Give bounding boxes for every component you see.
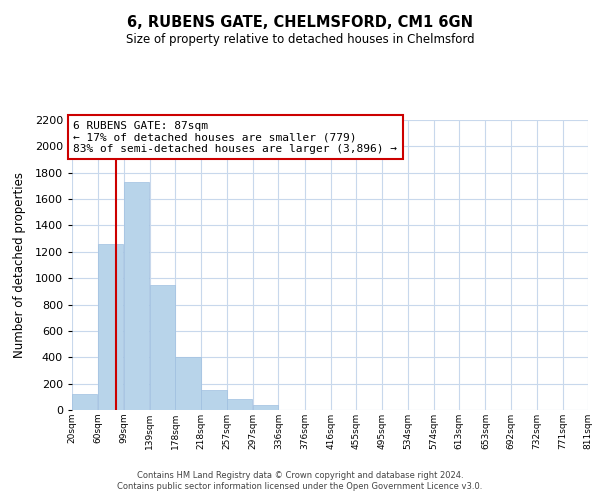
- Bar: [253, 406, 278, 410]
- Text: Contains HM Land Registry data © Crown copyright and database right 2024.: Contains HM Land Registry data © Crown c…: [137, 471, 463, 480]
- Bar: [72, 394, 97, 410]
- Text: Size of property relative to detached houses in Chelmsford: Size of property relative to detached ho…: [125, 32, 475, 46]
- Bar: [150, 286, 175, 410]
- Y-axis label: Number of detached properties: Number of detached properties: [13, 172, 26, 358]
- Bar: [124, 182, 149, 410]
- Bar: [175, 356, 200, 410]
- Bar: [98, 244, 124, 410]
- Text: 6 RUBENS GATE: 87sqm
← 17% of detached houses are smaller (779)
83% of semi-deta: 6 RUBENS GATE: 87sqm ← 17% of detached h…: [73, 120, 397, 154]
- Text: Contains public sector information licensed under the Open Government Licence v3: Contains public sector information licen…: [118, 482, 482, 491]
- Text: 6, RUBENS GATE, CHELMSFORD, CM1 6GN: 6, RUBENS GATE, CHELMSFORD, CM1 6GN: [127, 15, 473, 30]
- Bar: [202, 390, 227, 410]
- Bar: [227, 400, 252, 410]
